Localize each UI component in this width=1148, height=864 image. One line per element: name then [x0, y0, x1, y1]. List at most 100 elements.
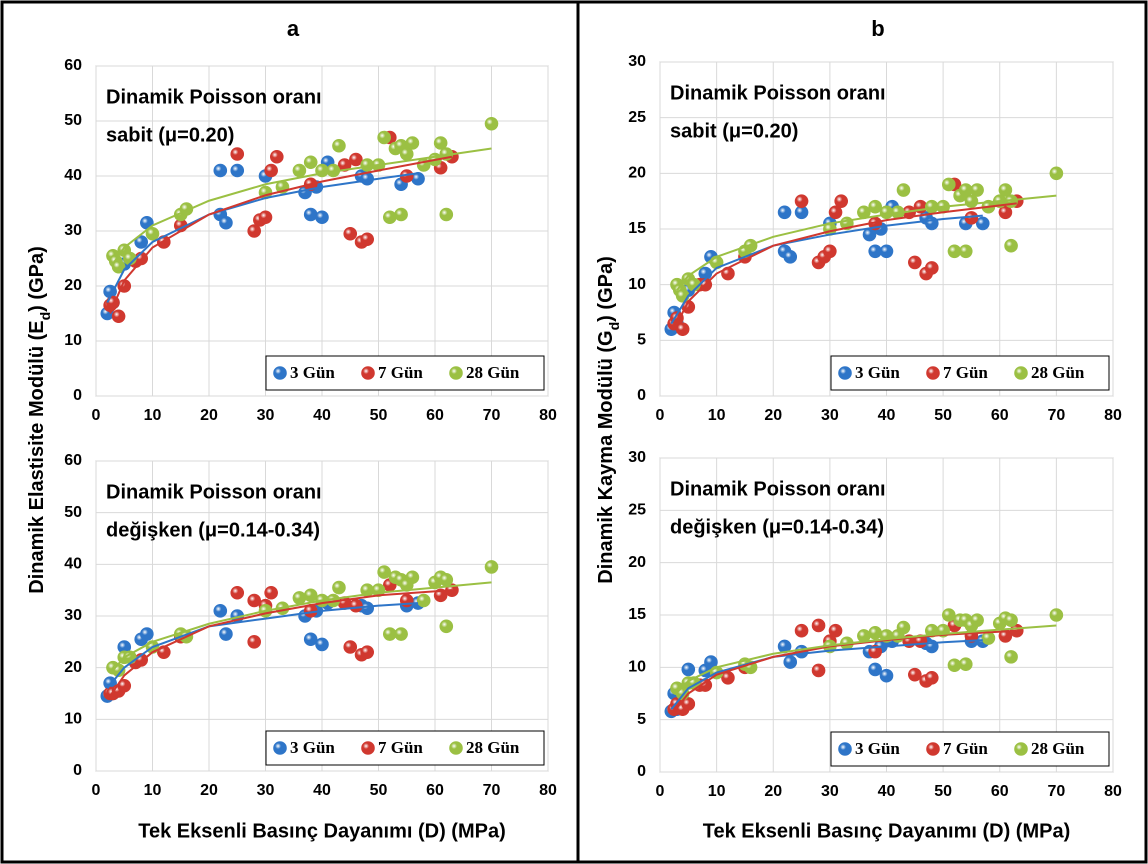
data-point	[439, 573, 454, 587]
trend-line	[106, 602, 419, 689]
data-point	[264, 163, 278, 178]
x-tick-label: 80	[1104, 783, 1122, 800]
trend-line	[676, 194, 1057, 291]
legend-marker	[361, 366, 375, 380]
data-point	[783, 250, 798, 264]
data-point	[337, 158, 352, 172]
x-axis-label: Tek Eksenli Basınç Dayanımı (D) (MPa)	[138, 820, 506, 842]
y-tick-label: 5	[637, 711, 646, 728]
data-point	[958, 657, 973, 671]
y-tick-label: 30	[628, 53, 646, 70]
y-tick-label: 20	[64, 277, 82, 294]
x-tick-label: 20	[200, 407, 218, 424]
data-point	[896, 620, 911, 635]
data-point	[247, 635, 261, 649]
legend-marker	[838, 742, 852, 756]
data-point	[484, 560, 499, 574]
x-tick-label: 70	[1047, 407, 1065, 424]
x-tick-label: 30	[257, 407, 275, 424]
x-tick-label: 60	[991, 783, 1009, 800]
data-point	[811, 663, 826, 678]
x-tick-label: 50	[934, 407, 952, 424]
x-tick-label: 80	[539, 407, 557, 424]
y-axis-label-part: d	[37, 312, 53, 321]
y-tick-label: 60	[64, 57, 82, 74]
x-tick-label: 0	[92, 782, 101, 799]
y-tick-label: 20	[64, 659, 82, 676]
data-point	[834, 194, 849, 208]
x-tick-label: 0	[656, 783, 665, 800]
y-tick-label: 15	[628, 220, 646, 237]
data-point	[219, 627, 233, 641]
data-point	[360, 601, 375, 616]
y-tick-label: 10	[64, 332, 82, 349]
x-tick-label: 20	[764, 407, 782, 424]
data-point	[879, 244, 894, 259]
legend-label: 3 Gün	[290, 738, 335, 757]
x-tick-label: 70	[483, 407, 501, 424]
x-tick-label: 60	[426, 407, 444, 424]
data-point	[439, 619, 454, 634]
panel-title: a	[287, 16, 300, 41]
legend-marker	[1014, 366, 1028, 380]
data-point	[777, 205, 792, 220]
legend-marker	[449, 366, 463, 380]
data-point	[303, 207, 318, 222]
x-tick-label: 70	[1047, 783, 1065, 800]
x-tick-label: 10	[144, 407, 162, 424]
x-tick-label: 10	[708, 783, 726, 800]
y-tick-label: 40	[64, 556, 82, 573]
annotation: sabit (μ=0.20)	[670, 120, 798, 142]
legend-label: 28 Gün	[466, 363, 520, 382]
y-tick-label: 10	[64, 711, 82, 728]
legend-label: 7 Gün	[378, 738, 423, 757]
x-tick-label: 80	[1104, 407, 1122, 424]
data-point	[868, 625, 882, 640]
data-point	[681, 662, 696, 677]
x-tick-label: 20	[764, 783, 782, 800]
legend-marker	[1014, 742, 1028, 756]
y-axis-label: Dinamik Kayma Modülü (Gd) (GPa)	[595, 256, 621, 584]
x-tick-label: 20	[200, 782, 218, 799]
data-point	[675, 322, 690, 337]
data-point	[811, 618, 826, 633]
annotation: Dinamik Poisson oranı	[106, 86, 322, 108]
y-tick-label: 30	[64, 607, 82, 624]
data-point	[332, 138, 346, 153]
data-point	[343, 640, 358, 654]
data-point	[1004, 613, 1018, 628]
data-point	[484, 116, 499, 131]
data-point	[292, 591, 307, 605]
panel-title: b	[871, 16, 884, 41]
data-point	[343, 226, 358, 241]
data-point	[924, 261, 939, 275]
legend-box	[265, 355, 545, 391]
data-point	[970, 183, 984, 197]
data-point	[394, 627, 408, 641]
legend-box	[830, 731, 1110, 767]
data-point	[439, 207, 454, 222]
data-point	[1049, 166, 1064, 181]
data-point	[394, 207, 408, 222]
y-axis-label: Dinamik Elastisite Modülü (Ed) (GPa)	[26, 246, 52, 594]
data-point	[1004, 650, 1018, 664]
annotation: Dinamik Poisson oranı	[670, 82, 886, 104]
y-tick-label: 30	[628, 449, 646, 466]
data-point	[958, 244, 973, 259]
x-tick-label: 30	[257, 782, 275, 799]
data-point	[213, 604, 228, 618]
x-axis-label: Tek Eksenli Basınç Dayanımı (D) (MPa)	[703, 820, 1071, 842]
legend-label: 7 Gün	[943, 739, 988, 758]
y-tick-label: 25	[628, 109, 646, 126]
data-point	[970, 613, 984, 628]
data-point	[230, 163, 245, 178]
data-point	[292, 163, 307, 178]
data-point	[908, 255, 922, 270]
data-point	[794, 194, 809, 208]
annotation: Dinamik Poisson oranı	[106, 481, 322, 503]
data-point	[941, 177, 956, 192]
data-point	[111, 259, 126, 274]
trend-line	[676, 624, 1057, 694]
x-tick-label: 50	[934, 783, 952, 800]
